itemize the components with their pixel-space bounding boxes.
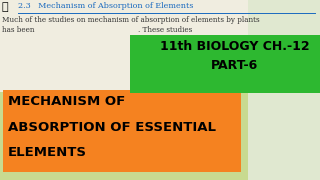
Text: PART-6: PART-6 bbox=[212, 59, 259, 72]
Text: has been                                              . These studies: has been . These studies bbox=[2, 26, 192, 34]
Text: MECHANISM OF: MECHANISM OF bbox=[8, 95, 125, 108]
FancyBboxPatch shape bbox=[3, 90, 241, 172]
FancyBboxPatch shape bbox=[0, 0, 320, 92]
FancyBboxPatch shape bbox=[0, 92, 320, 180]
Text: ELEMENTS: ELEMENTS bbox=[8, 146, 87, 159]
Text: Much of the studies on mechanism of absorption of elements by plants: Much of the studies on mechanism of abso… bbox=[2, 16, 260, 24]
FancyBboxPatch shape bbox=[248, 0, 320, 180]
Text: 2.3   Mechanism of Absorption of Elements: 2.3 Mechanism of Absorption of Elements bbox=[18, 2, 193, 10]
Text: 🎨: 🎨 bbox=[2, 2, 9, 12]
Text: 11th BIOLOGY CH.-12: 11th BIOLOGY CH.-12 bbox=[160, 40, 310, 53]
FancyBboxPatch shape bbox=[130, 35, 320, 93]
Text: ABSORPTION OF ESSENTIAL: ABSORPTION OF ESSENTIAL bbox=[8, 121, 216, 134]
